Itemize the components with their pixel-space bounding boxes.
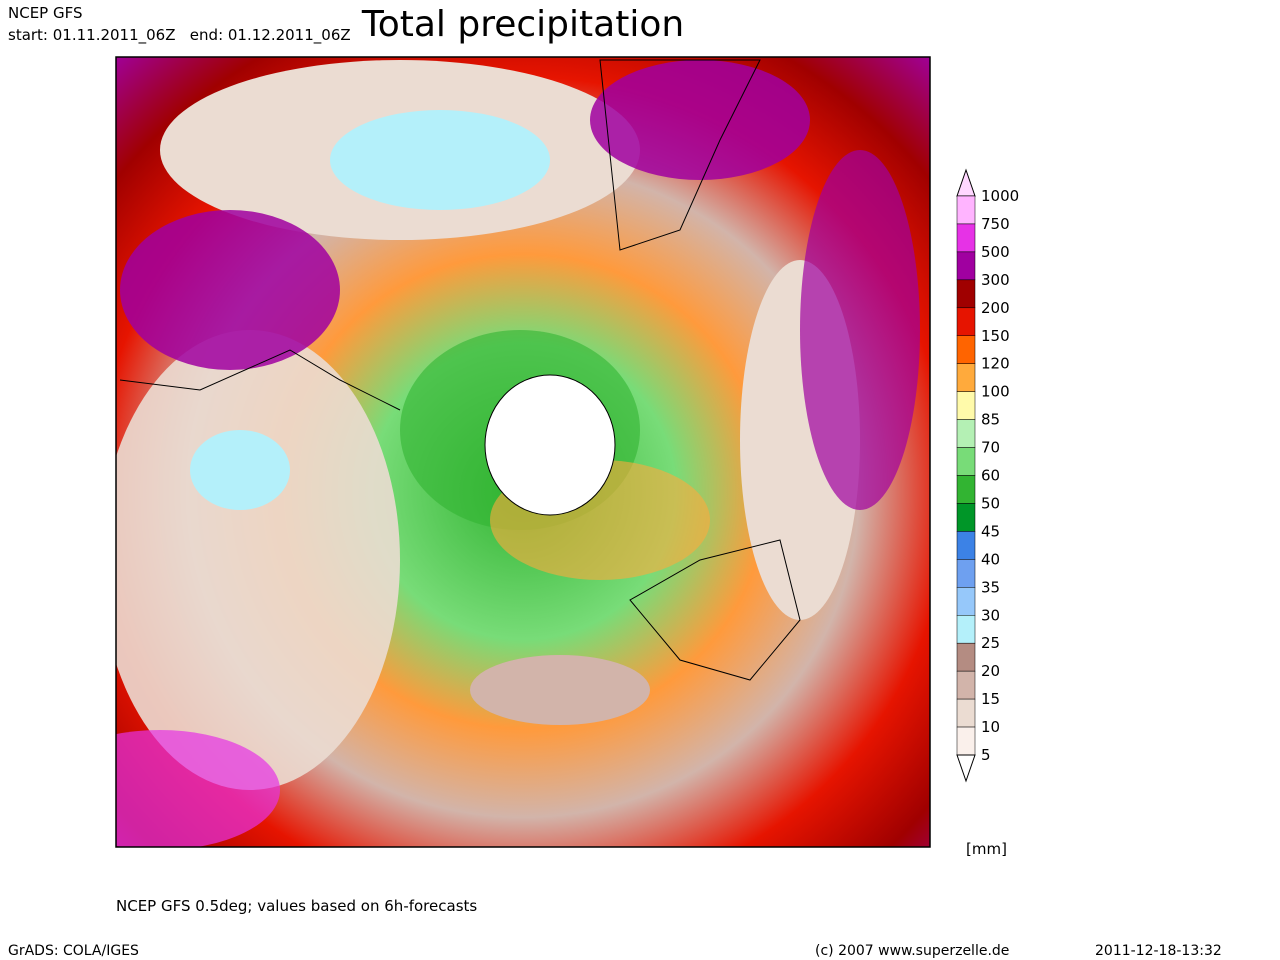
map-title: Total precipitation bbox=[361, 4, 684, 45]
color-box bbox=[956, 363, 976, 392]
color-box bbox=[956, 503, 976, 532]
color-box bbox=[956, 195, 976, 225]
level-label: 45 bbox=[981, 522, 1000, 540]
color-box bbox=[956, 335, 976, 364]
color-box bbox=[956, 307, 976, 336]
color-box bbox=[956, 391, 976, 420]
software-label: GrADS: COLA/IGES bbox=[8, 943, 139, 959]
level-label: 750 bbox=[981, 215, 1010, 233]
level-label: 150 bbox=[981, 327, 1010, 345]
color-box bbox=[956, 447, 976, 476]
color-box bbox=[956, 642, 976, 672]
color-box bbox=[956, 615, 976, 644]
timestamp-label: 2011-12-18-13:32 bbox=[1095, 943, 1222, 959]
color-box bbox=[956, 475, 976, 504]
color-box bbox=[956, 531, 976, 560]
level-label: 30 bbox=[981, 606, 1000, 624]
over-triangle bbox=[956, 168, 976, 197]
copyright-label: (c) 2007 www.superzelle.de bbox=[815, 943, 1009, 959]
level-label: 15 bbox=[981, 690, 1000, 708]
level-label: 1000 bbox=[981, 187, 1019, 205]
level-label: 35 bbox=[981, 578, 1000, 596]
color-box bbox=[956, 726, 976, 756]
level-label: 50 bbox=[981, 494, 1000, 512]
level-label: 100 bbox=[981, 383, 1010, 401]
level-label: 40 bbox=[981, 550, 1000, 568]
color-box bbox=[956, 251, 976, 281]
level-label: 5 bbox=[981, 746, 991, 764]
under-triangle bbox=[956, 754, 976, 783]
colorbar: 1000 750 500 300 200 150 120 100 85 70 60 50 45 40 35 3… bbox=[956, 168, 1019, 783]
level-label: 10 bbox=[981, 718, 1000, 736]
level-label: 300 bbox=[981, 271, 1010, 289]
period-label: start: 01.11.2011_06Z end: 01.12.2011_06… bbox=[8, 26, 351, 45]
level-label: 70 bbox=[981, 439, 1000, 457]
level-label: 200 bbox=[981, 299, 1010, 317]
color-box bbox=[956, 670, 976, 700]
precipitation-map bbox=[116, 57, 930, 847]
color-box bbox=[956, 419, 976, 448]
unit-label: [mm] bbox=[966, 840, 1007, 858]
color-box bbox=[956, 587, 976, 616]
level-label: 85 bbox=[981, 411, 1000, 429]
color-box bbox=[956, 279, 976, 309]
model-label: NCEP GFS bbox=[8, 4, 83, 22]
footer-note: NCEP GFS 0.5deg; values based on 6h-fore… bbox=[116, 897, 477, 915]
map-frame bbox=[115, 56, 931, 848]
color-box bbox=[956, 223, 976, 253]
color-box bbox=[956, 559, 976, 588]
level-label: 60 bbox=[981, 467, 1000, 485]
color-box bbox=[956, 698, 976, 728]
level-label: 25 bbox=[981, 634, 1000, 652]
level-label: 20 bbox=[981, 662, 1000, 680]
level-label: 120 bbox=[981, 355, 1010, 373]
level-label: 500 bbox=[981, 243, 1010, 261]
